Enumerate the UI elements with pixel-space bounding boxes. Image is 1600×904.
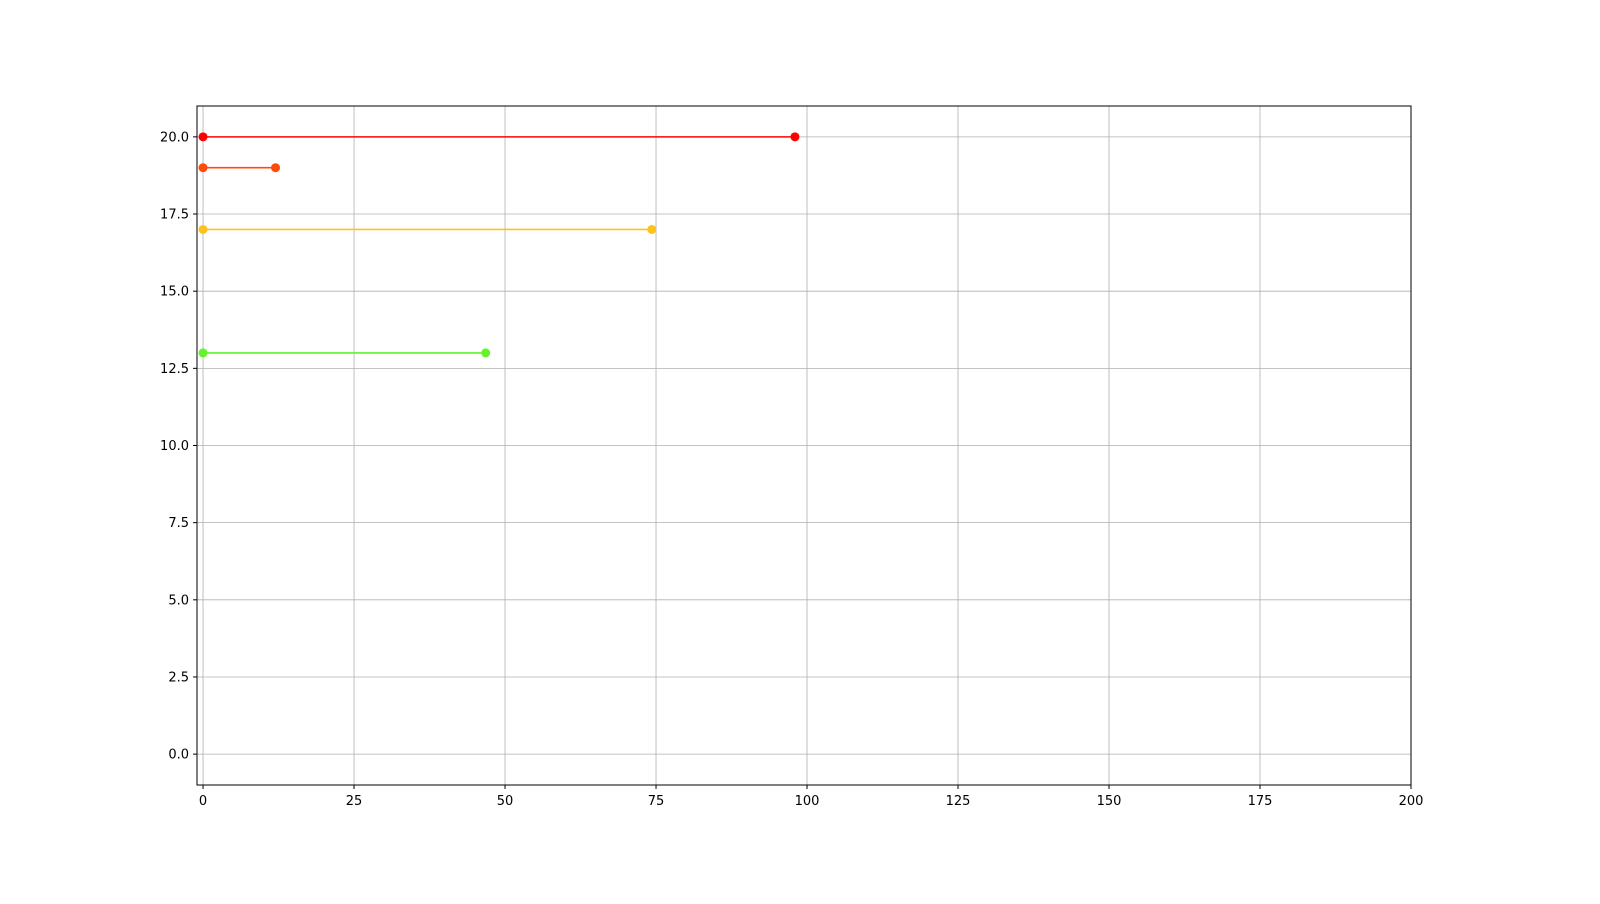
series-2 <box>198 224 657 234</box>
y-tick-label: 17.5 <box>160 208 189 223</box>
data-point <box>198 132 208 142</box>
data-point <box>198 163 208 173</box>
x-tick-label: 25 <box>346 794 363 809</box>
data-point <box>198 224 208 234</box>
x-tick-label: 0 <box>199 794 207 809</box>
y-tick-label: 2.5 <box>168 670 189 685</box>
series-3 <box>198 348 491 358</box>
y-tick-label: 12.5 <box>160 362 189 377</box>
y-tick-label: 20.0 <box>160 130 189 145</box>
y-tick-label: 5.0 <box>168 593 189 608</box>
series-0 <box>198 132 800 142</box>
x-tick-label: 200 <box>1399 794 1424 809</box>
x-tick-label: 175 <box>1248 794 1273 809</box>
data-point <box>481 348 491 358</box>
x-tick-label: 150 <box>1097 794 1122 809</box>
data-point <box>198 348 208 358</box>
x-tick-label: 75 <box>648 794 665 809</box>
y-tick-label: 0.0 <box>168 748 189 763</box>
x-tick-label: 50 <box>497 794 514 809</box>
y-tick-label: 15.0 <box>160 285 189 300</box>
data-point <box>647 224 657 234</box>
x-tick-label: 125 <box>946 794 971 809</box>
data-point <box>790 132 800 142</box>
x-tick-label: 100 <box>795 794 820 809</box>
data-point <box>271 163 281 173</box>
series-1 <box>198 163 281 173</box>
y-tick-label: 7.5 <box>168 516 189 531</box>
y-tick-label: 10.0 <box>160 439 189 454</box>
